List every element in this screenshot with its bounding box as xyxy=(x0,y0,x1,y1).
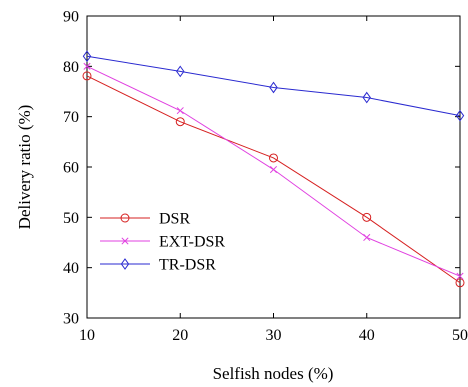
data-point-tr-dsr xyxy=(455,109,465,122)
data-point-dsr xyxy=(82,71,92,81)
y-tick-label: 50 xyxy=(63,210,79,227)
data-point-dsr xyxy=(455,278,465,288)
data-point-tr-dsr xyxy=(82,50,92,63)
data-point-dsr xyxy=(269,153,278,163)
x-tick-label: 10 xyxy=(79,327,95,344)
data-point-tr-dsr xyxy=(176,65,185,78)
legend-marker xyxy=(121,237,129,245)
legend-marker xyxy=(120,258,130,270)
legend-label: DSR xyxy=(159,211,190,228)
x-tick-label: 40 xyxy=(359,327,375,344)
y-tick-label: 60 xyxy=(63,160,79,177)
data-point-tr-dsr xyxy=(269,81,278,94)
plot-area xyxy=(86,15,461,319)
x-tick-label: 50 xyxy=(452,327,468,344)
legend-label: EXT-DSR xyxy=(159,234,225,251)
data-point-tr-dsr xyxy=(362,91,371,104)
y-tick-label: 80 xyxy=(63,59,79,76)
legend-marker xyxy=(120,213,130,223)
y-axis-label: Delivery ratio (%) xyxy=(15,105,34,230)
data-point-dsr xyxy=(362,212,372,222)
y-tick-label: 90 xyxy=(63,9,79,26)
series-line-tr-dsr xyxy=(86,55,461,117)
series-line-dsr xyxy=(86,75,461,284)
x-axis-label: Selfish nodes (%) xyxy=(213,364,334,383)
data-point-ext-dsr xyxy=(456,272,464,280)
y-tick-label: 40 xyxy=(63,260,79,277)
series-lines xyxy=(82,50,465,288)
data-point-ext-dsr xyxy=(269,165,278,174)
axis-tick-labels: 30 40 50 60 70 80 90 10 20 30 40 50 xyxy=(63,9,468,345)
legend: DSR EXT-DSR TR-DSR xyxy=(100,211,225,274)
data-point-dsr xyxy=(175,117,185,127)
data-point-ext-dsr xyxy=(176,107,184,115)
y-tick-label: 30 xyxy=(63,311,79,328)
x-tick-label: 30 xyxy=(266,327,282,344)
data-point-ext-dsr xyxy=(363,233,371,242)
y-tick-label: 70 xyxy=(63,109,79,126)
data-point-ext-dsr xyxy=(83,62,91,70)
x-tick-label: 20 xyxy=(172,327,188,344)
legend-label: TR-DSR xyxy=(159,257,216,274)
